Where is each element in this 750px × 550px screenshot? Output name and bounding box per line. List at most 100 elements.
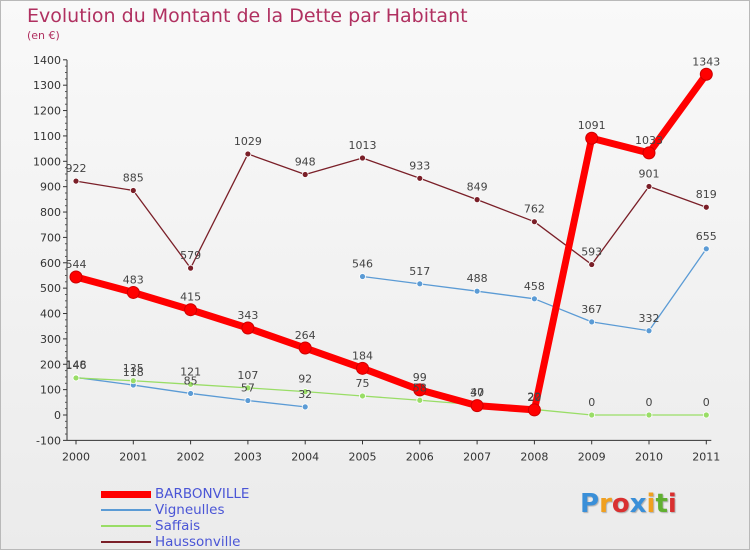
data-label-saffais: 92 bbox=[298, 373, 312, 386]
y-tick-label: 700 bbox=[40, 231, 61, 244]
data-point-vigneulles bbox=[301, 403, 309, 411]
data-point-barbonville bbox=[356, 361, 369, 375]
logo-letter: o bbox=[611, 489, 630, 519]
data-point-haussonville bbox=[72, 177, 80, 185]
data-point-haussonville bbox=[645, 183, 653, 190]
proxiti-logo: Proxiti bbox=[580, 489, 677, 519]
data-point-haussonville bbox=[301, 171, 309, 178]
legend-item-barbonville: BARBONVILLE bbox=[101, 486, 361, 502]
data-label-saffais: 135 bbox=[123, 362, 144, 375]
legend-swatch bbox=[101, 490, 151, 498]
data-label-haussonville: 933 bbox=[409, 159, 430, 172]
data-label-vigneulles: 148 bbox=[66, 358, 87, 371]
y-tick-label: 400 bbox=[40, 308, 61, 321]
data-point-barbonville bbox=[642, 146, 656, 160]
data-label-vigneulles: 32 bbox=[298, 388, 312, 401]
y-tick-label: 1000 bbox=[33, 155, 61, 168]
data-label-vigneulles: 367 bbox=[581, 303, 602, 316]
data-label-saffais: 0 bbox=[703, 396, 710, 409]
data-point-vigneulles bbox=[187, 390, 195, 397]
data-point-haussonville bbox=[187, 264, 195, 272]
data-point-barbonville bbox=[585, 131, 599, 145]
legend-label: Saffais bbox=[155, 518, 201, 534]
legend-label: Vigneulles bbox=[155, 502, 225, 518]
data-point-barbonville bbox=[470, 399, 484, 413]
logo-letter: r bbox=[599, 489, 612, 519]
data-point-saffais bbox=[244, 384, 252, 392]
y-tick-label: 100 bbox=[40, 384, 61, 397]
legend-item-haussonville: Haussonville bbox=[101, 534, 361, 550]
y-tick-label: 0 bbox=[54, 409, 61, 422]
data-label-saffais: 146 bbox=[66, 359, 87, 372]
logo-letter: i bbox=[646, 489, 656, 519]
legend-swatch bbox=[101, 541, 151, 543]
data-point-vigneulles bbox=[588, 318, 596, 326]
data-point-barbonville bbox=[184, 303, 198, 317]
legend-swatch bbox=[101, 509, 151, 511]
y-tick-label: -100 bbox=[36, 434, 61, 447]
x-tick-label: 2011 bbox=[692, 450, 720, 463]
x-tick-label: 2009 bbox=[578, 450, 606, 463]
data-point-vigneulles bbox=[531, 295, 538, 303]
data-point-saffais bbox=[129, 377, 137, 385]
data-label-haussonville: 1013 bbox=[349, 139, 377, 152]
data-point-haussonville bbox=[588, 261, 596, 268]
data-label-vigneulles: 57 bbox=[241, 382, 255, 395]
legend-item-vigneulles: Vigneulles bbox=[101, 502, 361, 518]
data-label-barbonville: 343 bbox=[237, 309, 258, 322]
data-point-saffais bbox=[645, 411, 653, 419]
y-tick-label: 500 bbox=[40, 282, 61, 295]
logo-letter: P bbox=[580, 489, 600, 519]
data-label-barbonville: 264 bbox=[295, 329, 316, 342]
data-label-haussonville: 819 bbox=[696, 188, 717, 201]
data-label-barbonville: 99 bbox=[413, 371, 427, 384]
data-label-saffais: 40 bbox=[470, 386, 484, 399]
data-point-barbonville bbox=[126, 285, 140, 299]
data-label-saffais: 58 bbox=[413, 381, 427, 394]
data-label-vigneulles: 517 bbox=[409, 265, 430, 278]
series-line-saffais bbox=[75, 377, 707, 416]
legend-label: BARBONVILLE bbox=[155, 486, 250, 502]
chart-subtitle: (en €) bbox=[27, 29, 60, 42]
data-label-barbonville: 1091 bbox=[578, 119, 606, 132]
data-label-barbonville: 20 bbox=[527, 391, 541, 404]
data-point-barbonville bbox=[527, 403, 541, 417]
x-tick-label: 2006 bbox=[406, 450, 434, 463]
data-point-saffais bbox=[72, 374, 80, 382]
data-label-vigneulles: 458 bbox=[524, 280, 545, 293]
data-point-haussonville bbox=[473, 196, 481, 204]
data-point-barbonville bbox=[298, 341, 312, 355]
x-tick-label: 2002 bbox=[177, 450, 205, 463]
data-point-barbonville bbox=[69, 270, 83, 284]
data-point-haussonville bbox=[129, 187, 137, 194]
data-label-vigneulles: 546 bbox=[352, 257, 373, 270]
data-point-haussonville bbox=[416, 174, 424, 182]
x-tick-label: 2010 bbox=[635, 450, 663, 463]
data-label-saffais: 22 bbox=[527, 390, 541, 403]
data-point-haussonville bbox=[702, 203, 710, 211]
data-point-vigneulles bbox=[416, 280, 424, 288]
data-point-saffais bbox=[301, 388, 309, 396]
y-tick-label: 900 bbox=[40, 181, 61, 194]
x-tick-label: 2003 bbox=[234, 450, 262, 463]
logo-letter: t bbox=[655, 489, 668, 519]
y-tick-label: 300 bbox=[40, 333, 61, 346]
x-tick-label: 2007 bbox=[463, 450, 491, 463]
legend-item-saffais: Saffais bbox=[101, 518, 361, 534]
y-tick-label: 600 bbox=[40, 257, 61, 270]
data-point-saffais bbox=[416, 396, 424, 404]
data-label-haussonville: 885 bbox=[123, 171, 144, 184]
data-point-haussonville bbox=[531, 218, 538, 226]
x-tick-label: 2000 bbox=[62, 450, 90, 463]
data-point-barbonville bbox=[413, 383, 427, 397]
data-label-vigneulles: 85 bbox=[184, 374, 198, 387]
data-label-vigneulles: 332 bbox=[639, 312, 660, 325]
y-tick-label: 1400 bbox=[33, 54, 61, 67]
data-point-saffais bbox=[588, 411, 596, 419]
data-label-barbonville: 1033 bbox=[635, 134, 663, 147]
data-label-vigneulles: 655 bbox=[696, 230, 717, 243]
series-line-barbonville bbox=[72, 70, 710, 414]
data-label-barbonville: 37 bbox=[470, 387, 484, 400]
data-label-barbonville: 544 bbox=[66, 258, 87, 271]
